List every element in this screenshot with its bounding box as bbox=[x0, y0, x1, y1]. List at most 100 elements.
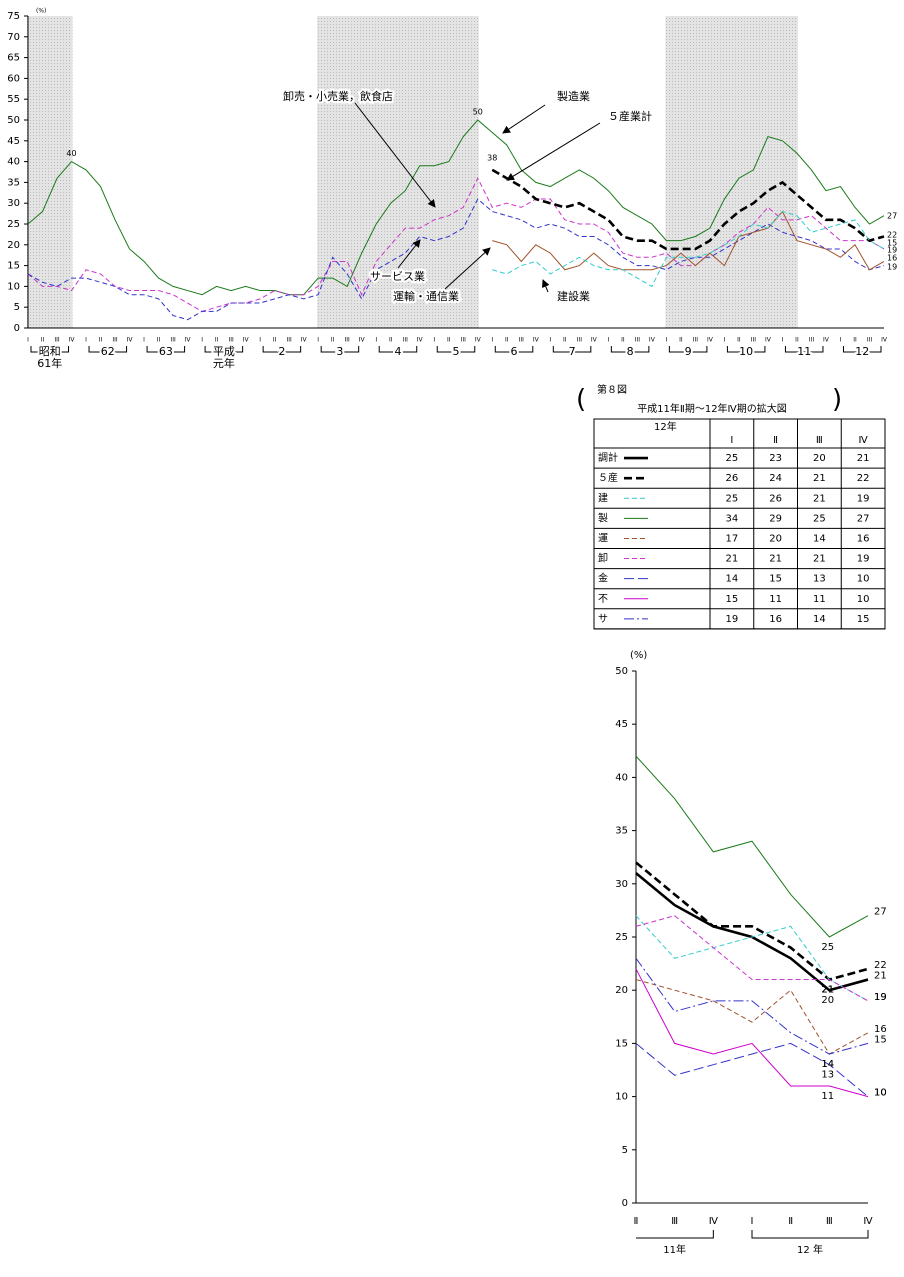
year-label: 10 bbox=[739, 345, 753, 358]
table-row-name: 製 bbox=[598, 511, 608, 524]
table-cell: 25 bbox=[726, 453, 739, 464]
year-bracket bbox=[726, 346, 766, 353]
series-line bbox=[27, 177, 885, 312]
shaded-period bbox=[317, 16, 479, 328]
x-tick-label: III bbox=[286, 337, 292, 344]
x-tick-label: IV bbox=[823, 337, 830, 344]
y-tick-label: 65 bbox=[7, 53, 20, 64]
value-label: 50 bbox=[473, 108, 483, 117]
y-tick-label: 10 bbox=[7, 281, 20, 292]
x-tick-label: III bbox=[54, 337, 60, 344]
y-tick-label: 75 bbox=[7, 11, 20, 22]
year-bracket bbox=[320, 346, 360, 353]
x-tick-label: IV bbox=[359, 337, 366, 344]
series-line bbox=[635, 872, 869, 992]
y-tick-label: 50 bbox=[7, 115, 20, 126]
y-tick-label: 45 bbox=[7, 136, 20, 147]
series-line bbox=[635, 755, 869, 938]
y-tick-label: 45 bbox=[615, 719, 628, 730]
table-row-name: 卸 bbox=[598, 552, 608, 565]
value-label: 10 bbox=[874, 1088, 887, 1099]
year-label: 9 bbox=[685, 345, 692, 358]
year-label: 昭和 bbox=[39, 345, 61, 358]
annotation-arrow bbox=[506, 122, 601, 181]
x-tick-label: III bbox=[809, 337, 815, 344]
table-header: Ⅳ bbox=[859, 435, 869, 446]
table-cell: 11 bbox=[813, 594, 826, 605]
x-tick-label: II bbox=[621, 337, 625, 344]
x-tick-label: III bbox=[751, 337, 757, 344]
x-tick-label: III bbox=[112, 337, 118, 344]
series-line bbox=[491, 168, 885, 251]
x-tick-label: III bbox=[228, 337, 234, 344]
x-tick-label: II bbox=[447, 337, 451, 344]
year-label: 元年 bbox=[213, 356, 235, 370]
series-line bbox=[635, 861, 869, 981]
y-tick-label: 0 bbox=[622, 1198, 628, 1209]
table-cell: 25 bbox=[726, 493, 739, 504]
x-tick-label: III bbox=[635, 337, 641, 344]
x-tick-label: II bbox=[679, 337, 683, 344]
x-tick-label: III bbox=[461, 337, 467, 344]
table-cell: 16 bbox=[857, 533, 870, 544]
table-cell: 29 bbox=[769, 513, 782, 524]
table-cell: 10 bbox=[857, 594, 870, 605]
x-tick-label: IV bbox=[533, 337, 540, 344]
series-line bbox=[492, 210, 885, 271]
value-label: 38 bbox=[487, 153, 497, 162]
series-annotation: ５産業計 bbox=[608, 109, 652, 123]
table-cell: 14 bbox=[726, 574, 739, 585]
x-tick-label: III bbox=[345, 337, 351, 344]
value-label: 21 bbox=[874, 971, 887, 982]
year-bracket bbox=[668, 346, 708, 353]
y-tick-label: 20 bbox=[615, 985, 628, 996]
year-label: 62 bbox=[101, 345, 115, 358]
x-tick-label: I bbox=[317, 337, 319, 344]
year-bracket bbox=[552, 346, 592, 353]
table-cell: 19 bbox=[726, 614, 739, 625]
paren: ) bbox=[832, 385, 842, 415]
table-cell: 20 bbox=[813, 453, 826, 464]
year-bracket bbox=[146, 346, 186, 353]
end-value-label: 19 bbox=[887, 246, 897, 255]
y-tick-label: 40 bbox=[615, 772, 628, 783]
x-tick-label: IV bbox=[417, 337, 424, 344]
year-label: 7 bbox=[569, 345, 576, 358]
end-value-label: 27 bbox=[887, 212, 897, 221]
y-tick-label: 20 bbox=[7, 240, 20, 251]
x-tick-label: I bbox=[665, 337, 667, 344]
series-line bbox=[27, 119, 885, 296]
end-value-label: 19 bbox=[887, 263, 897, 272]
y-tick-label: 25 bbox=[7, 219, 20, 230]
year-bracket bbox=[751, 1230, 869, 1239]
table-cell: 21 bbox=[813, 554, 826, 565]
x-tick-label: I bbox=[433, 337, 435, 344]
year-label: 6 bbox=[511, 345, 518, 358]
x-tick-label: IV bbox=[475, 337, 482, 344]
year-bracket bbox=[636, 1230, 714, 1239]
table-cell: 21 bbox=[857, 453, 870, 464]
table-cell: 20 bbox=[769, 533, 782, 544]
value-label: 14 bbox=[821, 1059, 834, 1070]
year-bracket bbox=[204, 346, 244, 353]
year-label: 12 bbox=[855, 345, 869, 358]
x-tick-label: I bbox=[724, 337, 726, 344]
table-cell: 19 bbox=[857, 493, 870, 504]
table-row-name: 建 bbox=[598, 491, 608, 504]
y-axis-label: (%) bbox=[630, 650, 647, 661]
x-tick-label: Ⅰ bbox=[751, 1216, 754, 1227]
table-row-name: 不 bbox=[598, 594, 608, 605]
table-cell: 21 bbox=[769, 554, 782, 565]
y-tick-label: 50 bbox=[615, 666, 628, 677]
year-bracket bbox=[842, 346, 882, 353]
series-line bbox=[635, 957, 869, 1055]
year-bracket bbox=[436, 346, 476, 353]
table-cell: 26 bbox=[726, 473, 739, 484]
y-tick-label: 15 bbox=[615, 1038, 628, 1049]
x-tick-label: IV bbox=[127, 337, 134, 344]
x-tick-label: III bbox=[403, 337, 409, 344]
value-label: 21 bbox=[821, 985, 834, 996]
value-label: 21 bbox=[821, 985, 834, 996]
x-tick-label: IV bbox=[69, 337, 76, 344]
